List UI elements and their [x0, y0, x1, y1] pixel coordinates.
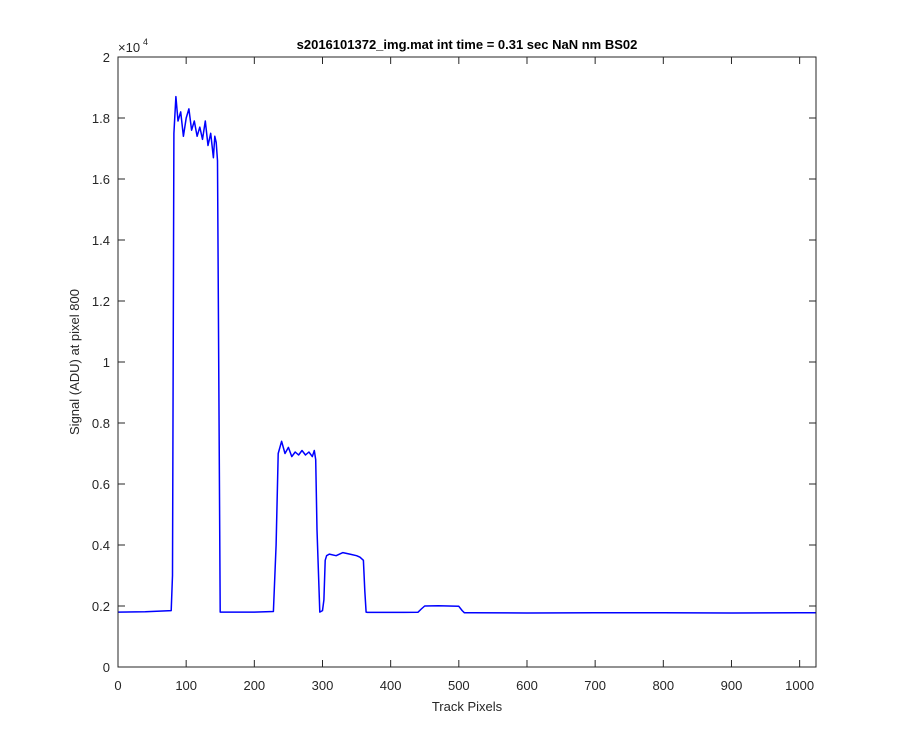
x-axis-ticks: 0 100 200 300 400 500 600 700 800 900 1000 — [114, 57, 814, 693]
x-tick-label: 100 — [175, 678, 197, 693]
x-tick-label: 1000 — [785, 678, 814, 693]
x-tick-label: 600 — [516, 678, 538, 693]
y-tick-label: 1.4 — [92, 233, 110, 248]
y-tick-label: 0.4 — [92, 538, 110, 553]
plot-area — [117, 56, 817, 668]
y-tick-label: 0.6 — [92, 477, 110, 492]
y-tick-label: 2 — [103, 50, 110, 65]
x-tick-label: 500 — [448, 678, 470, 693]
x-tick-label: 400 — [380, 678, 402, 693]
y-tick-label: 0 — [103, 660, 110, 675]
chart-title: s2016101372_img.mat int time = 0.31 sec … — [297, 37, 638, 52]
x-tick-label: 200 — [243, 678, 265, 693]
y-tick-label: 1.8 — [92, 111, 110, 126]
y-tick-label: 1 — [103, 355, 110, 370]
x-tick-label: 0 — [114, 678, 121, 693]
y-exponent-base: ×10 — [118, 40, 140, 55]
y-tick-label: 1.2 — [92, 294, 110, 309]
x-tick-label: 700 — [584, 678, 606, 693]
x-tick-label: 900 — [721, 678, 743, 693]
y-tick-label: 1.6 — [92, 172, 110, 187]
plot-background — [118, 57, 816, 667]
y-axis-exponent: ×10 4 — [118, 37, 148, 55]
series-line-0 — [117, 95, 816, 614]
y-tick-label: 0.2 — [92, 599, 110, 614]
x-tick-label: 800 — [652, 678, 674, 693]
x-axis-label: Track Pixels — [432, 699, 503, 714]
x-tick-label: 300 — [312, 678, 334, 693]
y-axis-ticks: 0 0.2 0.4 0.6 0.8 1 1.2 1.4 1.6 1.8 2 — [92, 50, 816, 675]
y-exponent-power: 4 — [143, 37, 148, 47]
y-axis-label: Signal (ADU) at pixel 800 — [67, 289, 82, 435]
y-tick-label: 0.8 — [92, 416, 110, 431]
